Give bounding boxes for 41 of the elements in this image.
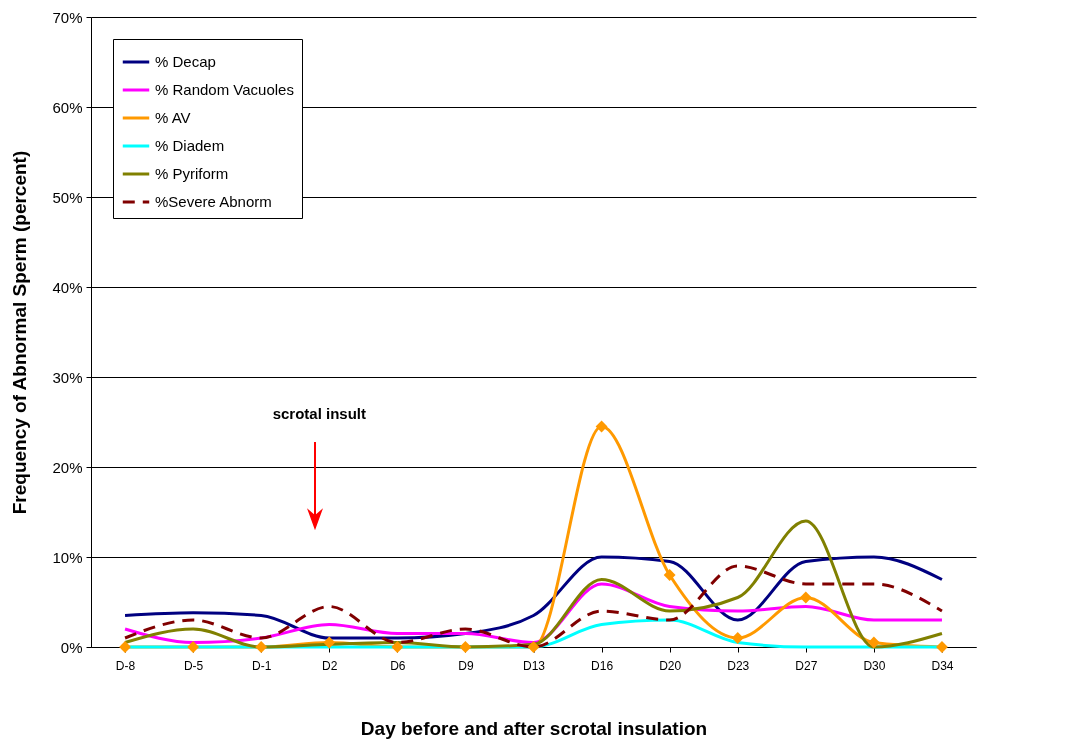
y-tick-label: 60% xyxy=(52,98,83,116)
legend-label: % Pyriform xyxy=(155,165,229,182)
legend-label: % Decap xyxy=(155,53,216,70)
x-tick-label: D16 xyxy=(591,658,614,673)
y-tick-label: 50% xyxy=(52,188,83,206)
x-tick-label: D6 xyxy=(390,658,406,673)
annotation: scrotal insult xyxy=(272,404,367,422)
legend-label: % Random Vacuoles xyxy=(155,81,294,98)
point xyxy=(323,636,336,649)
legend-label: % AV xyxy=(155,109,191,126)
point xyxy=(187,641,200,653)
legend-label: %Severe Abnorm xyxy=(155,193,272,210)
y-tick-label: 10% xyxy=(52,548,83,566)
point xyxy=(527,641,540,653)
point xyxy=(936,641,948,653)
x-tick-label: D-1 xyxy=(252,658,272,673)
y-tick-label: 20% xyxy=(52,458,83,476)
y-tick-label: 30% xyxy=(52,368,83,386)
point xyxy=(255,641,268,653)
x-tick-label: D27 xyxy=(795,658,818,673)
x-axis-title: Day before and after scrotal insulation xyxy=(360,717,708,739)
x-tick-label: D-8 xyxy=(115,658,136,673)
point xyxy=(663,569,676,581)
y-tick-label: 0% xyxy=(60,638,83,656)
point xyxy=(867,636,880,649)
x-tick-label: D9 xyxy=(458,658,474,673)
y-tick-label: 40% xyxy=(52,278,83,296)
y-axis-title: Frequency of Abnormal Sperm (percent) xyxy=(9,150,31,515)
x-tick-label: D30 xyxy=(863,658,886,673)
x-tick-label: D-5 xyxy=(183,658,204,673)
x-tick-label: D13 xyxy=(522,658,546,673)
point xyxy=(799,591,812,604)
point xyxy=(119,641,131,653)
x-tick-label: D2 xyxy=(322,658,338,673)
x-tick-label: D23 xyxy=(727,658,750,673)
point xyxy=(459,641,472,653)
x-tick-label: D34 xyxy=(931,658,954,673)
legend-label: % Diadem xyxy=(155,137,225,154)
point xyxy=(391,641,404,653)
x-tick-label: D20 xyxy=(659,658,682,673)
y-tick-label: 70% xyxy=(52,8,83,26)
